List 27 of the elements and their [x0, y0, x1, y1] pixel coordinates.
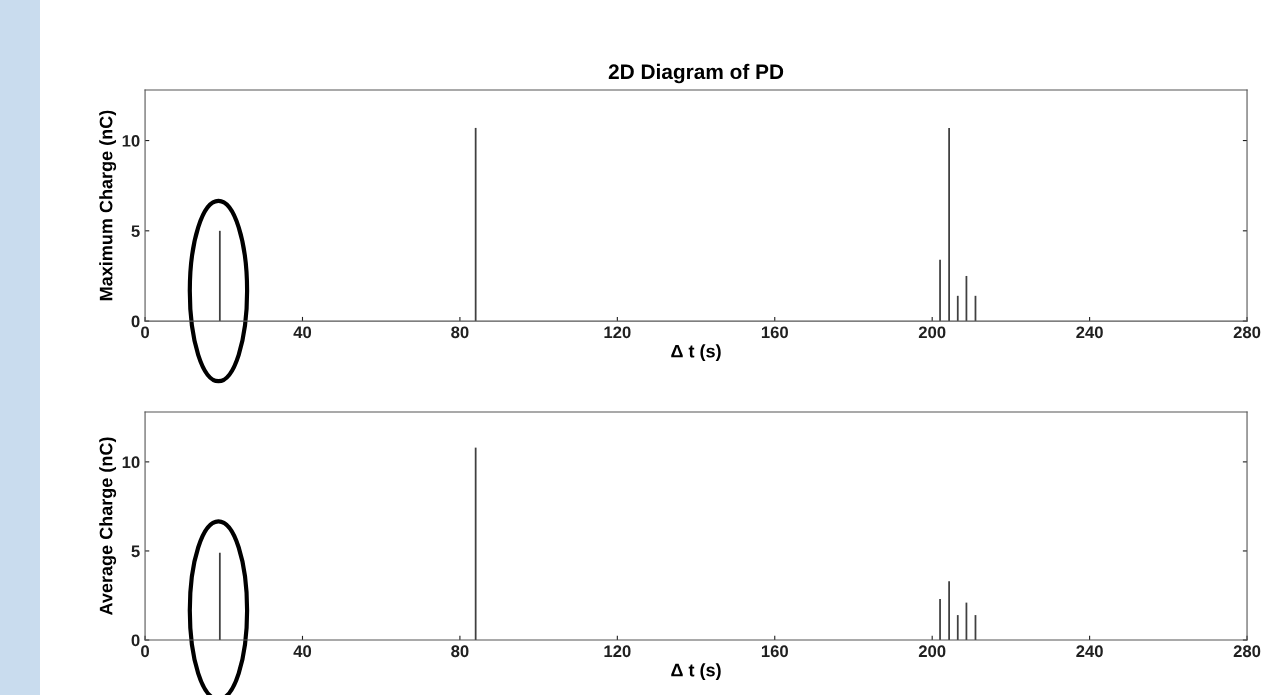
x-tick-label: 120: [604, 326, 631, 339]
y-tick-label: 0: [131, 315, 140, 328]
x-tick-label: 240: [1076, 645, 1103, 658]
x-tick-label: 40: [293, 645, 312, 658]
x-tick-label: 240: [1076, 326, 1103, 339]
y-axis-title: Maximum Charge (nC): [99, 110, 117, 301]
x-tick-label: 200: [918, 645, 946, 658]
x-tick-label: 40: [293, 326, 312, 339]
x-axis-title: Δ t (s): [671, 663, 721, 681]
x-tick-label: 0: [141, 326, 150, 339]
x-tick-label: 160: [761, 326, 788, 339]
x-tick-label: 0: [141, 645, 150, 658]
y-tick-label: 5: [131, 225, 140, 238]
x-axis-title: Δ t (s): [671, 344, 721, 362]
y-axis-title: Average Charge (nC): [99, 437, 117, 616]
y-tick-label: 10: [122, 134, 140, 147]
y-tick-label: 10: [122, 456, 140, 469]
y-tick-label: 0: [131, 634, 140, 647]
y-tick-label: 5: [131, 545, 140, 558]
x-tick-label: 160: [761, 645, 788, 658]
x-tick-label: 120: [604, 645, 631, 658]
x-tick-label: 80: [451, 326, 469, 339]
chart-title: 2D Diagram of PD: [608, 63, 784, 84]
x-tick-label: 280: [1233, 645, 1261, 658]
x-tick-label: 80: [451, 645, 469, 658]
x-tick-label: 280: [1233, 326, 1261, 339]
x-tick-label: 200: [918, 326, 946, 339]
